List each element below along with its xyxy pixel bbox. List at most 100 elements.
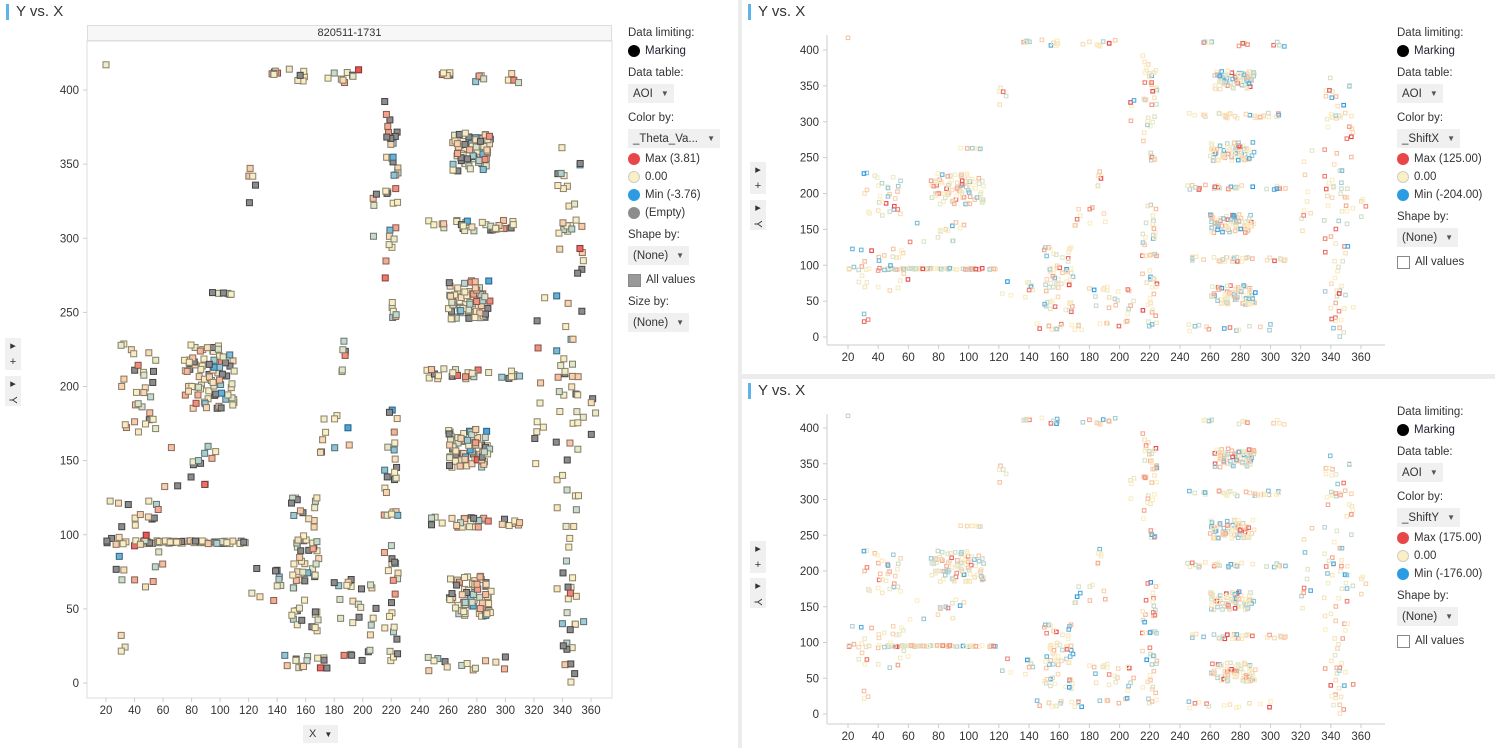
data-point[interactable] [998,463,1003,469]
data-point[interactable] [1233,150,1238,156]
data-point[interactable] [1336,668,1342,673]
data-point[interactable] [1067,654,1073,659]
data-point[interactable] [1301,585,1307,591]
data-point[interactable] [1209,606,1214,612]
data-point[interactable] [1048,245,1053,251]
data-point[interactable] [296,553,304,561]
data-point[interactable] [862,191,867,196]
data-point[interactable] [1068,266,1074,271]
plus-icon[interactable]: + [754,559,762,571]
data-point[interactable] [1323,471,1329,477]
data-point[interactable] [1333,491,1339,496]
data-point[interactable] [1329,95,1335,101]
data-point[interactable] [1243,489,1249,495]
data-point[interactable] [879,180,885,186]
data-point[interactable] [1241,533,1246,538]
data-point[interactable] [1113,302,1118,308]
data-point[interactable] [1046,323,1052,329]
data-point[interactable] [1250,633,1255,639]
data-point[interactable] [1079,704,1084,710]
data-point[interactable] [1325,203,1331,208]
data-point[interactable] [322,428,330,436]
data-point[interactable] [1087,598,1093,603]
data-point[interactable] [572,506,580,514]
data-point[interactable] [968,266,974,271]
data-point[interactable] [969,523,975,529]
data-point[interactable] [118,523,126,531]
data-point[interactable] [134,400,142,408]
data-point[interactable] [1258,324,1263,330]
expand-arrow-icon[interactable]: ▸ [10,378,16,390]
data-point[interactable] [204,540,212,548]
data-point[interactable] [1146,319,1151,324]
data-point[interactable] [112,540,120,548]
data-point[interactable] [1247,700,1252,706]
data-point[interactable] [205,373,213,381]
y-axis-label[interactable]: Y [752,598,764,606]
data-point[interactable] [1185,183,1190,188]
data-point[interactable] [1211,291,1217,297]
data-point[interactable] [1196,699,1202,705]
data-point[interactable] [1276,112,1282,118]
data-point[interactable] [566,626,574,634]
data-point[interactable] [1145,122,1150,128]
data-point[interactable] [1342,683,1347,688]
data-point[interactable] [1037,703,1042,708]
data-point[interactable] [131,576,139,584]
data-point[interactable] [507,373,515,381]
data-point[interactable] [1193,631,1199,637]
data-point[interactable] [392,224,400,232]
data-point[interactable] [882,644,887,650]
data-point[interactable] [905,277,911,282]
data-point[interactable] [1344,221,1350,227]
data-point[interactable] [1096,42,1102,48]
data-point[interactable] [454,150,462,158]
data-point[interactable] [476,573,484,581]
data-point[interactable] [201,480,209,488]
data-point[interactable] [569,335,577,343]
data-point[interactable] [1050,651,1056,656]
data-point[interactable] [393,635,401,643]
data-point[interactable] [386,647,394,655]
data-point[interactable] [1048,421,1054,426]
data-point[interactable] [1341,707,1347,712]
data-point[interactable] [1327,453,1333,459]
data-point[interactable] [571,200,579,208]
data-point[interactable] [1216,158,1221,163]
data-point[interactable] [920,266,926,272]
data-point[interactable] [1148,150,1154,156]
data-point[interactable] [921,616,927,622]
data-point[interactable] [1211,255,1217,260]
data-point[interactable] [384,443,392,451]
data-point[interactable] [1055,294,1061,300]
data-point[interactable] [574,373,582,381]
legend-max[interactable]: Max (175.00) [1397,529,1495,547]
data-point[interactable] [926,644,931,649]
data-point[interactable] [891,644,897,649]
data-point[interactable] [1069,322,1075,328]
data-point[interactable] [1236,327,1242,333]
data-point[interactable] [1106,41,1112,46]
data-point[interactable] [951,578,957,584]
data-point[interactable] [1276,490,1282,496]
data-point[interactable] [1301,208,1307,213]
data-point[interactable] [890,174,896,180]
data-point[interactable] [1041,247,1047,253]
data-point[interactable] [366,646,374,654]
data-point[interactable] [1026,664,1032,670]
data-point[interactable] [1237,150,1243,155]
data-point[interactable] [1234,328,1239,333]
data-point[interactable] [932,193,938,199]
data-point[interactable] [1215,222,1221,227]
data-point[interactable] [972,557,977,562]
all-values-item[interactable]: All values [1397,253,1495,271]
data-point[interactable] [1093,671,1098,676]
data-point[interactable] [439,69,447,77]
data-point[interactable] [1230,636,1235,641]
data-point[interactable] [921,239,927,244]
data-point[interactable] [134,428,142,436]
shape-by-dropdown[interactable]: (None) ▼ [1397,228,1459,247]
data-point[interactable] [932,570,938,576]
data-point[interactable] [1064,269,1070,275]
data-point[interactable] [1106,682,1112,688]
